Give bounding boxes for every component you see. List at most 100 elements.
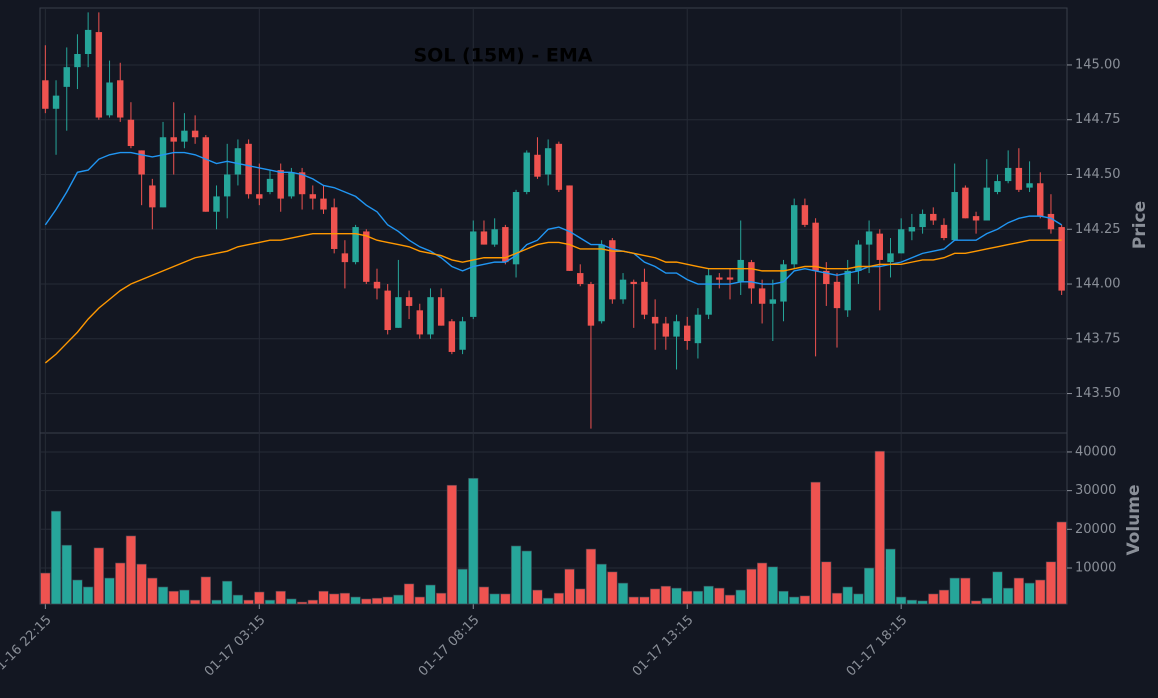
candle-body (502, 227, 509, 263)
volume-bar (789, 596, 800, 605)
volume-bar (906, 599, 917, 605)
volume-bar (564, 568, 575, 605)
volume-bar (607, 571, 618, 605)
volume-bar (1056, 521, 1067, 605)
volume-bar (147, 577, 158, 605)
candle-body (865, 231, 873, 245)
volume-bar (863, 567, 875, 605)
candle-body (512, 192, 520, 265)
volume-bar (671, 587, 682, 605)
candle-body (705, 275, 712, 315)
candle-body (951, 192, 958, 241)
volume-bar (746, 568, 757, 605)
volume-bar (286, 598, 297, 605)
candle-body (887, 253, 894, 263)
volume-bar (211, 599, 222, 605)
volume-bar (414, 596, 425, 605)
candle-body (897, 229, 905, 254)
candle-body (983, 187, 990, 221)
candle-body (758, 288, 766, 304)
volume-bar (596, 563, 607, 605)
candle-body (555, 143, 563, 190)
candle-body (309, 194, 317, 199)
candle-body (972, 216, 980, 221)
candle-body (106, 82, 113, 116)
candle-body (716, 277, 723, 280)
candle-body (138, 150, 145, 175)
volume-tick-label: 30000 (1075, 483, 1116, 498)
volume-tick-label: 10000 (1075, 560, 1116, 575)
candle-body (52, 95, 60, 109)
candle-body (662, 323, 670, 337)
volume-bar (885, 548, 896, 605)
candle-body (191, 130, 199, 138)
volume-bar (254, 591, 265, 605)
volume-bar (168, 590, 179, 605)
candle-body (544, 148, 552, 175)
volume-bar (307, 599, 318, 605)
volume-bar (339, 592, 351, 605)
candle-body (940, 224, 948, 239)
y-tick-label: 143.75 (1075, 331, 1121, 346)
candle-body (609, 240, 616, 300)
candle-body (234, 148, 242, 175)
candle-body (437, 297, 445, 326)
candle-body (790, 205, 798, 265)
volume-bar (296, 601, 308, 605)
volume-bar (756, 562, 768, 605)
volume-bar (318, 590, 329, 605)
volume-bar (350, 596, 361, 605)
volume-bar (510, 545, 522, 605)
volume-bar (553, 592, 564, 605)
candle-body (876, 233, 883, 260)
candle-body (1026, 183, 1033, 188)
volume-tick-label: 40000 (1075, 444, 1116, 459)
candle-body (480, 231, 488, 245)
volume-bar (960, 577, 971, 605)
candle-body (1004, 167, 1012, 182)
volume-bar (222, 580, 233, 605)
volume-panel (39, 432, 1068, 605)
candle-body (181, 130, 188, 142)
candle-body (202, 137, 210, 212)
candle-body (630, 281, 637, 285)
volume-bar (853, 593, 864, 605)
volume-bar (232, 594, 244, 605)
volume-bar (650, 588, 661, 605)
volume-bar (778, 590, 789, 605)
volume-bar (703, 585, 714, 605)
volume-bar (970, 600, 982, 605)
volume-bar (767, 566, 778, 605)
y-tick-label: 144.75 (1075, 112, 1121, 127)
volume-bar (639, 596, 650, 605)
candle-body (651, 316, 659, 324)
candle-body (74, 54, 81, 68)
ema-line (44, 232, 1062, 364)
volume-bar (949, 577, 960, 605)
volume-bar (329, 593, 340, 605)
candle-body (63, 67, 70, 87)
volume-bar (393, 594, 404, 605)
candle-body (919, 213, 926, 228)
volume-bar (468, 477, 479, 605)
volume-axis-label: Volume (1124, 484, 1144, 555)
candle-body (855, 244, 862, 271)
candle-body (737, 259, 744, 282)
volume-bar (575, 588, 586, 605)
volume-bar (896, 596, 907, 605)
y-tick-label: 144.00 (1075, 277, 1121, 292)
volume-bar (371, 597, 383, 605)
candle-body (395, 297, 402, 328)
candle-body (641, 281, 648, 315)
candle-body (844, 270, 851, 311)
candle-body (127, 119, 135, 147)
candle-body (684, 325, 691, 341)
volume-bar (179, 589, 190, 605)
candle-body (470, 231, 477, 317)
volume-bar (403, 583, 415, 605)
candle-body (823, 270, 830, 285)
volume-bar (660, 585, 671, 605)
candle-body (363, 231, 370, 282)
candle-body (1047, 213, 1055, 230)
